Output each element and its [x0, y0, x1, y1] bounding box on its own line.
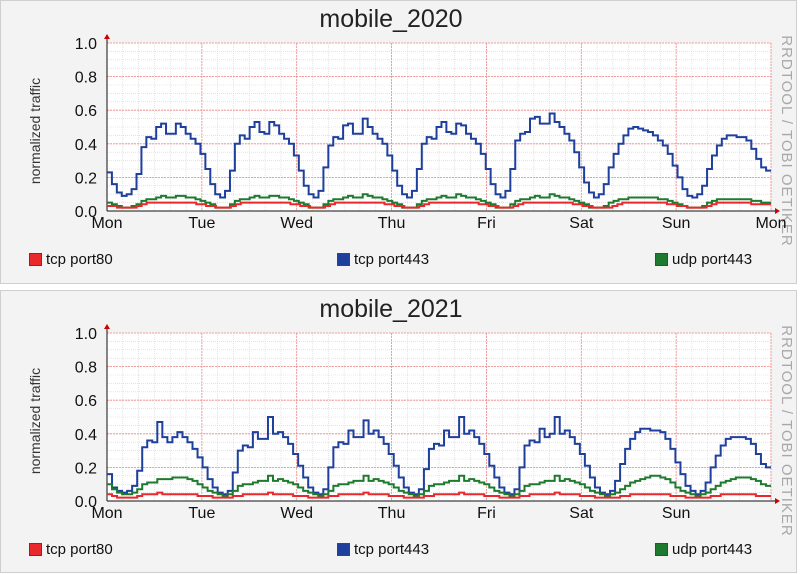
y-tick-label: 1.0	[75, 36, 97, 53]
legend-label: udp port443	[672, 250, 753, 268]
y-tick-label: 0.6	[75, 103, 97, 120]
legend-item-udp-port443: udp port443	[655, 539, 752, 559]
legend-label: tcp port443	[354, 540, 430, 558]
legend-label: tcp port443	[354, 250, 430, 268]
y-tick-label: 0.4	[75, 137, 97, 154]
y-tick-label: 0.0	[75, 494, 97, 511]
series-line-tcp-port80	[107, 201, 771, 209]
x-tick-label: Wed	[280, 215, 313, 232]
series-line-udp-port443	[107, 193, 771, 209]
legend-swatch-tcp-port80	[29, 542, 42, 556]
x-axis-arrow	[775, 498, 780, 504]
y-tick-label: 0.8	[75, 70, 97, 87]
legend-swatch-tcp-port443	[337, 252, 350, 266]
x-tick-label: Sat	[569, 215, 594, 232]
chart-panel-2021: mobile_2021 normalized traffic RRDTOOL /…	[0, 290, 797, 573]
legend-swatch-tcp-port443	[337, 542, 350, 556]
chart-title: mobile_2020	[319, 5, 463, 33]
series-line-tcp-port80	[107, 491, 771, 499]
plot-area: 0.0 0.2 0.4 0.6 0.8 1.0 Mon Tue Wed Thu Fri Sat Sun M…	[75, 34, 787, 232]
y-tick-label: 0.2	[75, 460, 97, 477]
legend-swatch-udp-port443	[655, 252, 668, 266]
x-tick-label: Wed	[280, 505, 313, 522]
y-tick-label: 0.2	[75, 170, 97, 187]
x-tick-label: Sun	[662, 505, 690, 522]
legend-label: tcp port80	[46, 540, 113, 558]
legend-label: udp port443	[672, 540, 753, 558]
x-tick-label: Fri	[477, 215, 496, 232]
plot-area: 0.0 0.2 0.4 0.6 0.8 1.0 Mon Tue Wed Thu Fri Sat Sun	[75, 324, 780, 522]
y-tick-label: 0.0	[75, 204, 97, 221]
legend-label: tcp port80	[46, 250, 113, 268]
legend-swatch-tcp-port80	[29, 252, 42, 266]
x-tick-label: Mon	[755, 215, 786, 232]
x-tick-label: Sat	[569, 505, 594, 522]
x-tick-label: Tue	[188, 505, 215, 522]
chart-panel-2020: mobile_2020 normalized traffic RRDTOOL /…	[0, 0, 797, 284]
y-axis-arrow	[104, 34, 110, 39]
legend-item-udp-port443: udp port443	[655, 249, 752, 269]
y-tick-label: 1.0	[75, 326, 97, 343]
x-tick-label: Fri	[477, 505, 496, 522]
y-tick-label: 0.8	[75, 360, 97, 377]
legend-item-tcp-port443: tcp port443	[337, 539, 429, 559]
legend-item-tcp-port80: tcp port80	[29, 249, 113, 269]
x-tick-label: Tue	[188, 215, 215, 232]
x-axis-arrow	[775, 208, 780, 214]
x-tick-label: Mon	[91, 505, 122, 522]
series-line-tcp-port443	[107, 416, 771, 496]
legend-swatch-udp-port443	[655, 542, 668, 556]
y-axis-arrow	[104, 324, 110, 329]
legend-item-tcp-port443: tcp port443	[337, 249, 429, 269]
series-line-tcp-port443	[107, 112, 771, 199]
y-tick-label: 0.4	[75, 427, 97, 444]
chart-title: mobile_2021	[319, 295, 463, 323]
series-line-udp-port443	[107, 474, 771, 497]
y-tick-label: 0.6	[75, 393, 97, 410]
x-tick-label: Sun	[662, 215, 690, 232]
x-tick-label: Thu	[378, 505, 406, 522]
x-tick-label: Mon	[91, 215, 122, 232]
x-tick-label: Thu	[378, 215, 406, 232]
legend-item-tcp-port80: tcp port80	[29, 539, 113, 559]
